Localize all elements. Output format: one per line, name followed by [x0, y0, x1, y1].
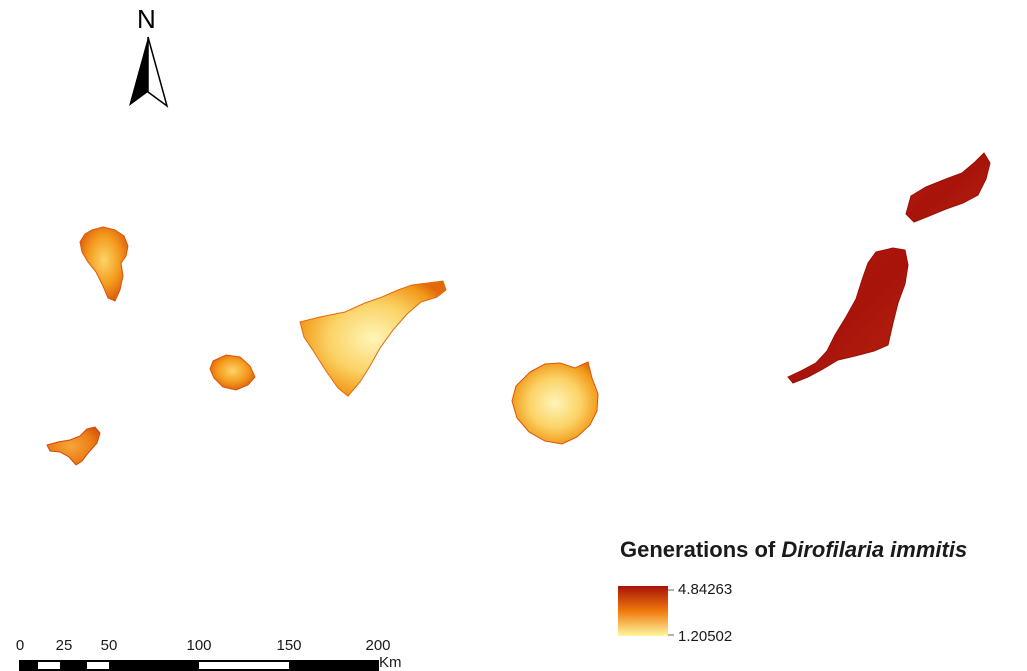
north-arrow-icon: [129, 36, 169, 108]
island-la-gomera: [209, 354, 256, 391]
scale-tick-label: 200: [365, 637, 391, 654]
legend-min-label: 1.20502: [678, 628, 733, 645]
scale-bar: [19, 660, 379, 671]
north-arrow-label: N: [137, 4, 156, 34]
legend-title-species: Dirofilaria immitis: [781, 537, 968, 562]
island-lanzarote: [905, 152, 991, 223]
island-fuerteventura: [787, 247, 909, 384]
scale-tick-label: 100: [186, 637, 212, 654]
legend-max-label: 4.84263: [678, 581, 733, 598]
scale-tick-label: 150: [276, 637, 302, 654]
scale-tick-label: 0: [15, 637, 25, 654]
scale-tick-label: 25: [55, 637, 73, 654]
legend-title: Generations of Dirofilaria immitis: [620, 537, 967, 563]
scale-tick-label: 50: [100, 637, 118, 654]
legend-title-prefix: Generations of: [620, 537, 782, 562]
scale-unit-label: Km: [379, 654, 402, 671]
island-el-hierro: [46, 426, 101, 466]
island-la-palma: [79, 226, 129, 302]
island-gran-canaria: [511, 361, 599, 445]
legend-color-ramp: [618, 586, 668, 636]
island-tenerife: [299, 280, 447, 397]
